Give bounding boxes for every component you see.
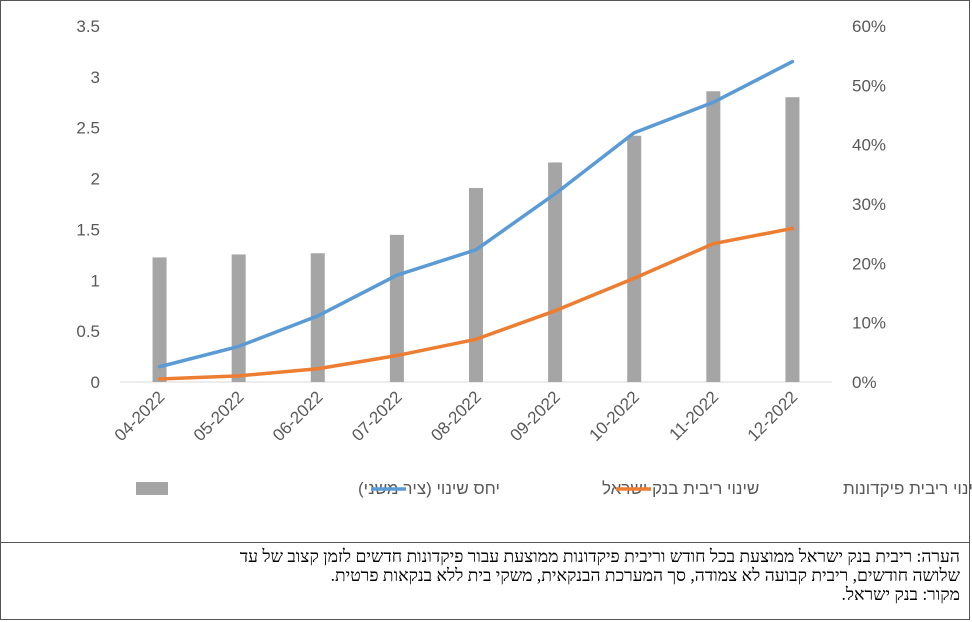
legend-label-deposit: שינוי ריבית פיקדונות — [843, 479, 972, 498]
ratio-bar — [785, 97, 800, 382]
primary-tick-label: 0 — [91, 373, 100, 392]
ratio-bar — [152, 257, 167, 382]
legend-label-ratio: יחס שינוי (ציר משני) — [358, 479, 500, 498]
ratio-bar — [627, 135, 642, 382]
secondary-tick-label: 40% — [852, 136, 886, 155]
legend-swatch-ratio — [136, 482, 168, 495]
note-line-1: הערה: ריבית בנק ישראל ממוצעת בכל חודש ור… — [239, 546, 960, 566]
ratio-bar — [231, 254, 246, 382]
primary-tick-label: 2.5 — [76, 119, 100, 138]
primary-tick-label: 1 — [91, 271, 100, 290]
x-tick-label: 04-2022 — [111, 387, 169, 445]
secondary-tick-label: 50% — [852, 76, 886, 95]
primary-axis: 0 0.5 1 1.5 2 2.5 3 3.5 — [76, 17, 100, 392]
combo-chart: 0 0.5 1 1.5 2 2.5 3 3.5 0% 10% 20% 30% 40% 50% 60% 04… — [76, 17, 972, 498]
x-tick-label: 12-2022 — [744, 387, 802, 445]
secondary-axis: 0% 10% 20% 30% 40% 50% 60% — [852, 17, 886, 392]
x-tick-label: 10-2022 — [585, 387, 643, 445]
x-tick-label: 05-2022 — [190, 387, 248, 445]
secondary-tick-label: 0% — [852, 373, 877, 392]
ratio-bar — [389, 234, 404, 382]
legend-label-boi: שינוי ריבית בנק ישראל — [602, 479, 759, 498]
x-tick-label: 09-2022 — [506, 387, 564, 445]
primary-tick-label: 3.5 — [76, 17, 100, 36]
legend: יחס שינוי (ציר משני) שינוי ריבית בנק ישר… — [136, 479, 972, 498]
secondary-tick-label: 30% — [852, 195, 886, 214]
note-line-2: שלושה חודשים, ריבית קבועה לא צמודה, סך ה… — [330, 565, 960, 585]
primary-tick-label: 3 — [91, 68, 100, 87]
ratio-bars — [152, 91, 800, 383]
x-axis: 04-2022 05-2022 06-2022 07-2022 08-2022 09-20… — [111, 387, 801, 445]
ratio-bar — [469, 187, 483, 382]
secondary-tick-label: 60% — [852, 17, 886, 36]
note-line-3: מקור: בנק ישראל. — [841, 584, 960, 604]
chart-note: הערה: ריבית בנק ישראל ממוצעת בכל חודש ור… — [0, 542, 970, 620]
secondary-tick-label: 20% — [852, 254, 886, 273]
ratio-bar — [706, 91, 721, 383]
rate-lines — [157, 59, 795, 381]
secondary-tick-label: 10% — [852, 314, 886, 333]
ratio-bar — [548, 162, 563, 382]
x-tick-label: 11-2022 — [665, 387, 722, 444]
x-tick-label: 07-2022 — [348, 387, 406, 445]
deposit-rate-line — [157, 226, 795, 381]
primary-tick-label: 2 — [91, 170, 100, 189]
x-tick-label: 08-2022 — [427, 387, 485, 445]
x-tick-label: 06-2022 — [269, 387, 327, 445]
boi-rate-line — [157, 59, 795, 369]
primary-tick-label: 1.5 — [76, 220, 100, 239]
primary-tick-label: 0.5 — [76, 322, 100, 341]
